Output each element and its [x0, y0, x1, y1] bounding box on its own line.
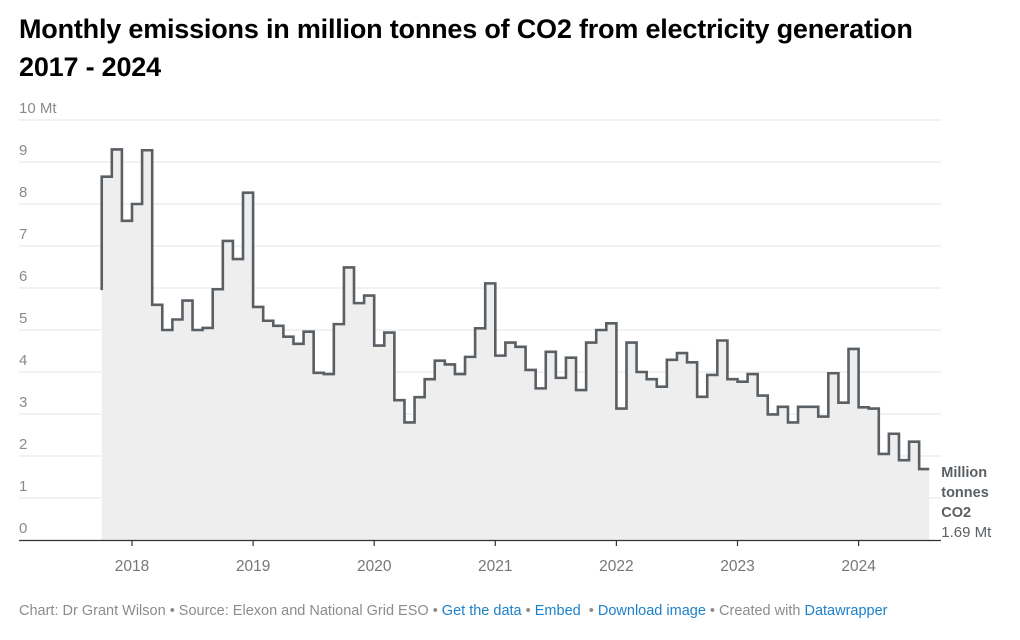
- series-name-label: CO2: [941, 505, 971, 521]
- series-line: [100, 148, 930, 471]
- x-tick-label: 2021: [478, 558, 512, 575]
- y-tick-label: 7: [19, 226, 27, 243]
- created-with-text: Created with: [719, 603, 801, 619]
- x-tick-label: 2022: [599, 558, 633, 575]
- footer: Chart: Dr Grant Wilson • Source: Elexon …: [19, 603, 887, 619]
- embed-link[interactable]: Embed: [534, 603, 581, 619]
- get-data-link[interactable]: Get the data: [441, 603, 522, 619]
- x-tick-label: 2018: [115, 558, 149, 575]
- y-tick-label: 4: [19, 352, 27, 369]
- series-label: Million tonnes CO2 1.69 Mt: [941, 465, 992, 541]
- y-tick-label: 5: [19, 310, 27, 327]
- y-axis-labels: 0 1 2 3 4 5 6 7 8 9 10 Mt: [19, 100, 57, 537]
- x-tick-label: 2019: [236, 558, 270, 575]
- separator: •: [432, 603, 438, 619]
- x-axis: 2018 2019 2020 2021 2022 2023 2024: [19, 539, 941, 575]
- y-tick-label: 6: [19, 268, 27, 285]
- last-value-label: 1.69 Mt: [941, 524, 992, 541]
- separator: •: [525, 603, 531, 619]
- series-name-label: tonnes: [941, 485, 989, 501]
- y-tick-label: 10 Mt: [19, 100, 57, 117]
- source-text: Source: Elexon and National Grid ESO: [178, 603, 429, 619]
- y-tick-label: 1: [19, 478, 27, 495]
- datawrapper-link[interactable]: Datawrapper: [804, 603, 888, 619]
- chart-credit: Chart: Dr Grant Wilson: [19, 603, 166, 619]
- y-tick-label: 0: [19, 520, 27, 537]
- x-tick-label: 2023: [720, 558, 754, 575]
- series-name-label: Million: [941, 465, 987, 481]
- separator: •: [169, 603, 175, 619]
- separator: •: [588, 603, 594, 619]
- y-tick-label: 8: [19, 184, 27, 201]
- download-image-link[interactable]: Download image: [597, 603, 706, 619]
- y-tick-label: 2: [19, 436, 27, 453]
- line-layer: [100, 148, 930, 471]
- separator: •: [709, 603, 715, 619]
- chart-title-line-2: 2017 - 2024: [19, 52, 161, 82]
- y-tick-label: 3: [19, 394, 27, 411]
- x-tick-label: 2024: [841, 558, 876, 575]
- x-tick-label: 2020: [357, 558, 392, 575]
- y-tick-label: 9: [19, 142, 27, 159]
- chart-title: Monthly emissions in million tonnes of C…: [19, 10, 1009, 86]
- chart-title-line-1: Monthly emissions in million tonnes of C…: [19, 14, 913, 44]
